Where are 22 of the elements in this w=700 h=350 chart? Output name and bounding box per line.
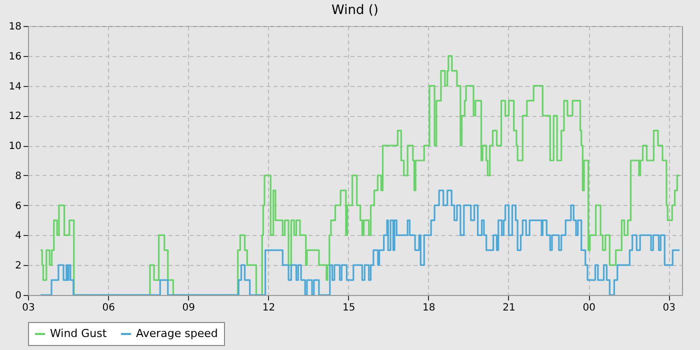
legend-label: Wind Gust bbox=[50, 327, 108, 340]
y-tick-label: 12 bbox=[8, 111, 22, 122]
x-tick-label: 12 bbox=[262, 302, 276, 314]
x-tick-label: 03 bbox=[22, 302, 35, 314]
legend-label: Average speed bbox=[136, 327, 218, 340]
x-tick-label: 15 bbox=[342, 302, 356, 314]
y-tick-label: 6 bbox=[15, 200, 22, 212]
x-tick-label: 03 bbox=[662, 302, 676, 314]
x-tick-label: 00 bbox=[582, 302, 596, 314]
y-tick-label: 8 bbox=[15, 170, 22, 182]
x-tick-label: 21 bbox=[502, 302, 516, 314]
y-tick-label: 18 bbox=[8, 22, 22, 32]
x-tick-label: 06 bbox=[102, 302, 115, 314]
y-tick-label: 16 bbox=[8, 51, 22, 62]
x-tick-label: 18 bbox=[422, 302, 436, 314]
x-tick-label: 09 bbox=[182, 302, 196, 314]
chart-title: Wind () bbox=[332, 3, 378, 18]
y-tick-label: 2 bbox=[15, 260, 22, 272]
y-tick-label: 10 bbox=[8, 141, 22, 152]
y-tick-label: 0 bbox=[15, 290, 22, 302]
y-tick-label: 4 bbox=[15, 230, 22, 242]
y-tick-label: 14 bbox=[8, 81, 22, 92]
